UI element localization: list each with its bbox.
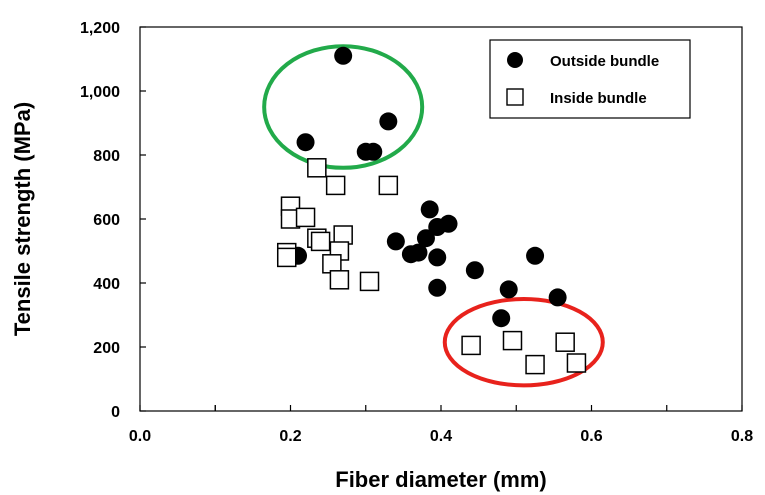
outside-bundle-point — [492, 309, 511, 328]
outside-bundle-point — [548, 288, 567, 307]
y-tick-label: 600 — [93, 212, 120, 229]
outside-bundle-point — [409, 243, 428, 262]
y-tick-label: 1,200 — [80, 20, 120, 37]
outside-bundle-point — [428, 278, 447, 297]
legend-label-outside: Outside bundle — [550, 53, 659, 70]
y-axis-title: Tensile strength (MPa) — [10, 102, 35, 336]
x-tick-label: 0.2 — [279, 428, 301, 445]
inside-bundle-point — [502, 330, 523, 351]
outside-bundle-point — [416, 229, 435, 248]
outside-bundle-point — [526, 246, 545, 265]
data-points — [276, 46, 587, 375]
inside-bundle-point — [329, 270, 350, 290]
outside-bundle-point — [499, 280, 518, 299]
y-tick-label: 800 — [93, 148, 120, 165]
highlight-ellipse — [442, 297, 605, 388]
outside-bundle-point — [465, 261, 484, 280]
y-tick-label: 400 — [93, 276, 120, 293]
y-tick-label: 0 — [111, 404, 120, 421]
outside-bundle-point — [386, 232, 405, 251]
annotations — [262, 44, 605, 388]
outside-bundle-point — [420, 200, 439, 219]
inside-bundle-point — [461, 335, 481, 356]
inside-bundle-point — [566, 353, 587, 373]
y-tick-label: 200 — [93, 340, 120, 357]
inside-bundle-point — [359, 271, 380, 292]
inside-bundle-point — [325, 175, 346, 196]
inside-bundle-point — [276, 247, 297, 268]
legend-label-inside: Inside bundle — [550, 90, 647, 107]
highlight-ellipse — [262, 44, 425, 170]
legend-marker-outside — [507, 52, 523, 68]
x-tick-label: 0.4 — [430, 428, 452, 445]
x-axis-title: Fiber diameter (mm) — [335, 467, 547, 492]
legend-marker-inside — [506, 88, 524, 106]
inside-bundle-point — [295, 207, 316, 228]
inside-bundle-point — [378, 175, 399, 196]
inside-bundle-point — [307, 158, 327, 178]
outside-bundle-point — [428, 248, 447, 267]
x-tick-label: 0.8 — [731, 428, 753, 445]
outside-bundle-point — [364, 142, 383, 161]
outside-bundle-point — [379, 112, 398, 131]
y-tick-label: 1,000 — [80, 84, 120, 101]
inside-bundle-point — [525, 354, 545, 375]
outside-bundle-point — [296, 133, 315, 152]
inside-bundle-point — [555, 332, 575, 352]
axis-ticks: 0.0 0.2 0.4 0.6 0.8 0 200 400 600 800 1,000 1,200 — [80, 20, 753, 445]
outside-bundle-point — [428, 218, 447, 236]
legend: Outside bundle Inside bundle — [489, 39, 691, 119]
x-tick-label: 0.0 — [129, 428, 151, 445]
x-tick-label: 0.6 — [580, 428, 602, 445]
inside-bundle-point — [310, 231, 331, 252]
outside-bundle-point — [334, 46, 353, 65]
